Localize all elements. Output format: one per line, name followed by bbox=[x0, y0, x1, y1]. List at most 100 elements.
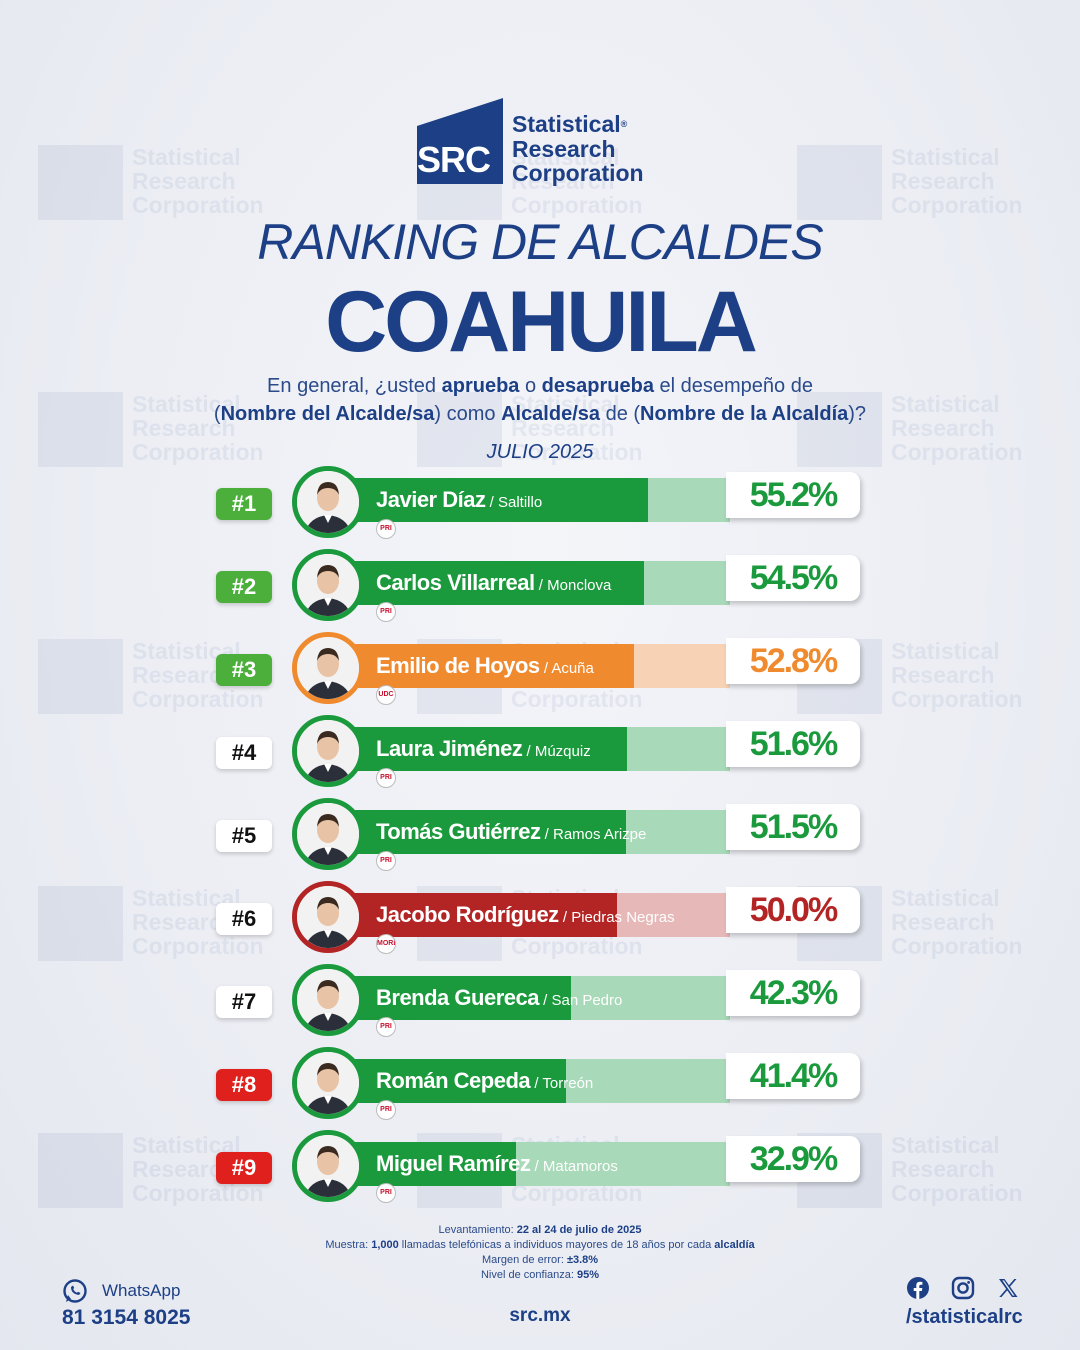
pri-logo-icon: PRI bbox=[376, 1183, 396, 1203]
watermark-mark bbox=[797, 392, 882, 467]
whatsapp-number[interactable]: 81 3154 8025 bbox=[62, 1306, 191, 1329]
ranking-row: #4 Laura Jiménez / Múzquiz 51.6% PRI bbox=[0, 715, 1080, 798]
bar-fill bbox=[320, 727, 627, 771]
municipality-name: / Piedras Negras bbox=[558, 909, 675, 926]
pri-logo-icon: PRI bbox=[376, 1017, 396, 1037]
approval-value: 51.6% bbox=[749, 725, 838, 763]
mayor-photo bbox=[292, 798, 364, 870]
bar-fill bbox=[320, 810, 627, 854]
mayor-photo bbox=[292, 1047, 364, 1119]
mayor-photo bbox=[292, 1130, 364, 1202]
municipality-name: / San Pedro bbox=[538, 992, 623, 1009]
approval-value: 32.9% bbox=[749, 1140, 838, 1178]
bar-track bbox=[320, 644, 730, 688]
mayor-name: Emilio de Hoyos bbox=[376, 653, 540, 678]
whatsapp-label: WhatsApp bbox=[102, 1281, 181, 1300]
mayor-name: Jacobo Rodríguez bbox=[376, 902, 559, 927]
mayor-photo bbox=[292, 632, 364, 704]
ranking-row: #7 Brenda Guereca / San Pedro 42.3% PRI bbox=[0, 964, 1080, 1047]
pri-logo-icon: PRI bbox=[376, 851, 396, 871]
mayor-name: Javier Díaz bbox=[376, 487, 486, 512]
whatsapp-icon bbox=[63, 1279, 87, 1303]
approval-value: 41.4% bbox=[749, 1057, 838, 1095]
mayor-label: Tomás Gutiérrez / Ramos Arizpe bbox=[376, 810, 646, 854]
facebook-icon[interactable] bbox=[906, 1276, 930, 1300]
municipality-name: / Múzquiz bbox=[522, 743, 591, 760]
survey-question-line2: (Nombre del Alcalde/sa) como Alcalde/sa … bbox=[213, 403, 867, 425]
value-box bbox=[726, 1136, 860, 1182]
bar-fill bbox=[320, 893, 618, 937]
morena-logo-icon: MORENA bbox=[376, 934, 396, 954]
rank-badge: #1 bbox=[216, 488, 272, 520]
website-link[interactable]: src.mx bbox=[509, 1305, 571, 1326]
mayor-label: Javier Díaz / Saltillo bbox=[376, 478, 542, 522]
bar-fill bbox=[320, 644, 634, 688]
approval-value: 50.0% bbox=[749, 891, 838, 929]
bar-fill bbox=[320, 561, 644, 605]
page-title: RANKING DE ALCALDES bbox=[257, 214, 823, 270]
mayor-label: Brenda Guereca / San Pedro bbox=[376, 976, 622, 1020]
methodology-period: Levantamiento: 22 al 24 de julio de 2025 bbox=[438, 1224, 642, 1236]
rank-badge: #8 bbox=[216, 1069, 272, 1101]
x-icon[interactable] bbox=[996, 1276, 1020, 1300]
bar-track bbox=[320, 561, 730, 605]
instagram-icon[interactable] bbox=[951, 1276, 975, 1300]
mayor-name: Tomás Gutiérrez bbox=[376, 819, 541, 844]
survey-question-line1: En general, ¿usted aprueba o desaprueba … bbox=[267, 375, 813, 397]
pri-logo-icon: PRI bbox=[376, 602, 396, 622]
ranking-row: #5 Tomás Gutiérrez / Ramos Arizpe 51.5% PRI bbox=[0, 798, 1080, 881]
methodology-margin: Margen de error: ±3.8% bbox=[481, 1254, 599, 1266]
social-handle[interactable]: /statisticalrc bbox=[906, 1306, 1023, 1328]
mayor-label: Carlos Villarreal / Monclova bbox=[376, 561, 611, 605]
ranking-row: #3 Emilio de Hoyos / Acuña 52.8% UDC bbox=[0, 632, 1080, 715]
mayor-label: Miguel Ramírez / Matamoros bbox=[376, 1142, 618, 1186]
watermark-mark bbox=[38, 392, 123, 467]
mayor-photo bbox=[292, 549, 364, 621]
approval-value: 55.2% bbox=[749, 476, 838, 514]
value-box bbox=[726, 970, 860, 1016]
approval-value: 52.8% bbox=[749, 642, 838, 680]
udc-logo-icon: UDC bbox=[376, 685, 396, 705]
municipality-name: / Ramos Arizpe bbox=[540, 826, 647, 843]
municipality-name: / Saltillo bbox=[485, 494, 543, 511]
watermark-mark bbox=[38, 145, 123, 220]
svg-text:SRC: SRC bbox=[417, 139, 491, 180]
mayor-label: Román Cepeda / Torreón bbox=[376, 1059, 593, 1103]
rank-badge: #4 bbox=[216, 737, 272, 769]
approval-value: 51.5% bbox=[749, 808, 838, 846]
value-box bbox=[726, 638, 860, 684]
rank-badge: #2 bbox=[216, 571, 272, 603]
methodology-confidence: Nivel de confianza: 95% bbox=[480, 1269, 600, 1281]
pri-logo-icon: PRI bbox=[376, 768, 396, 788]
bar-track bbox=[320, 727, 730, 771]
municipality-name: / Matamoros bbox=[530, 1158, 618, 1175]
watermark-mark bbox=[38, 1133, 123, 1208]
ranking-row: #8 Román Cepeda / Torreón 41.4% PRI bbox=[0, 1047, 1080, 1130]
bar-track bbox=[320, 810, 730, 854]
ranking-row: #1 Javier Díaz / Saltillo 55.2% PRI bbox=[0, 466, 1080, 549]
survey-date: JULIO 2025 bbox=[486, 441, 594, 463]
mayor-photo bbox=[292, 466, 364, 538]
pri-logo-icon: PRI bbox=[376, 519, 396, 539]
bar-track bbox=[320, 1142, 730, 1186]
value-box bbox=[726, 887, 860, 933]
mayor-name: Laura Jiménez bbox=[376, 736, 523, 761]
methodology-sample: Muestra: 1,000 llamadas telefónicas a in… bbox=[325, 1239, 755, 1251]
pri-logo-icon: PRI bbox=[376, 1100, 396, 1120]
mayor-photo bbox=[292, 881, 364, 953]
ranking-row: #6 Jacobo Rodríguez / Piedras Negras 50.0%… bbox=[0, 881, 1080, 964]
value-box bbox=[726, 804, 860, 850]
mayor-name: Miguel Ramírez bbox=[376, 1151, 531, 1176]
rank-badge: #9 bbox=[216, 1152, 272, 1184]
